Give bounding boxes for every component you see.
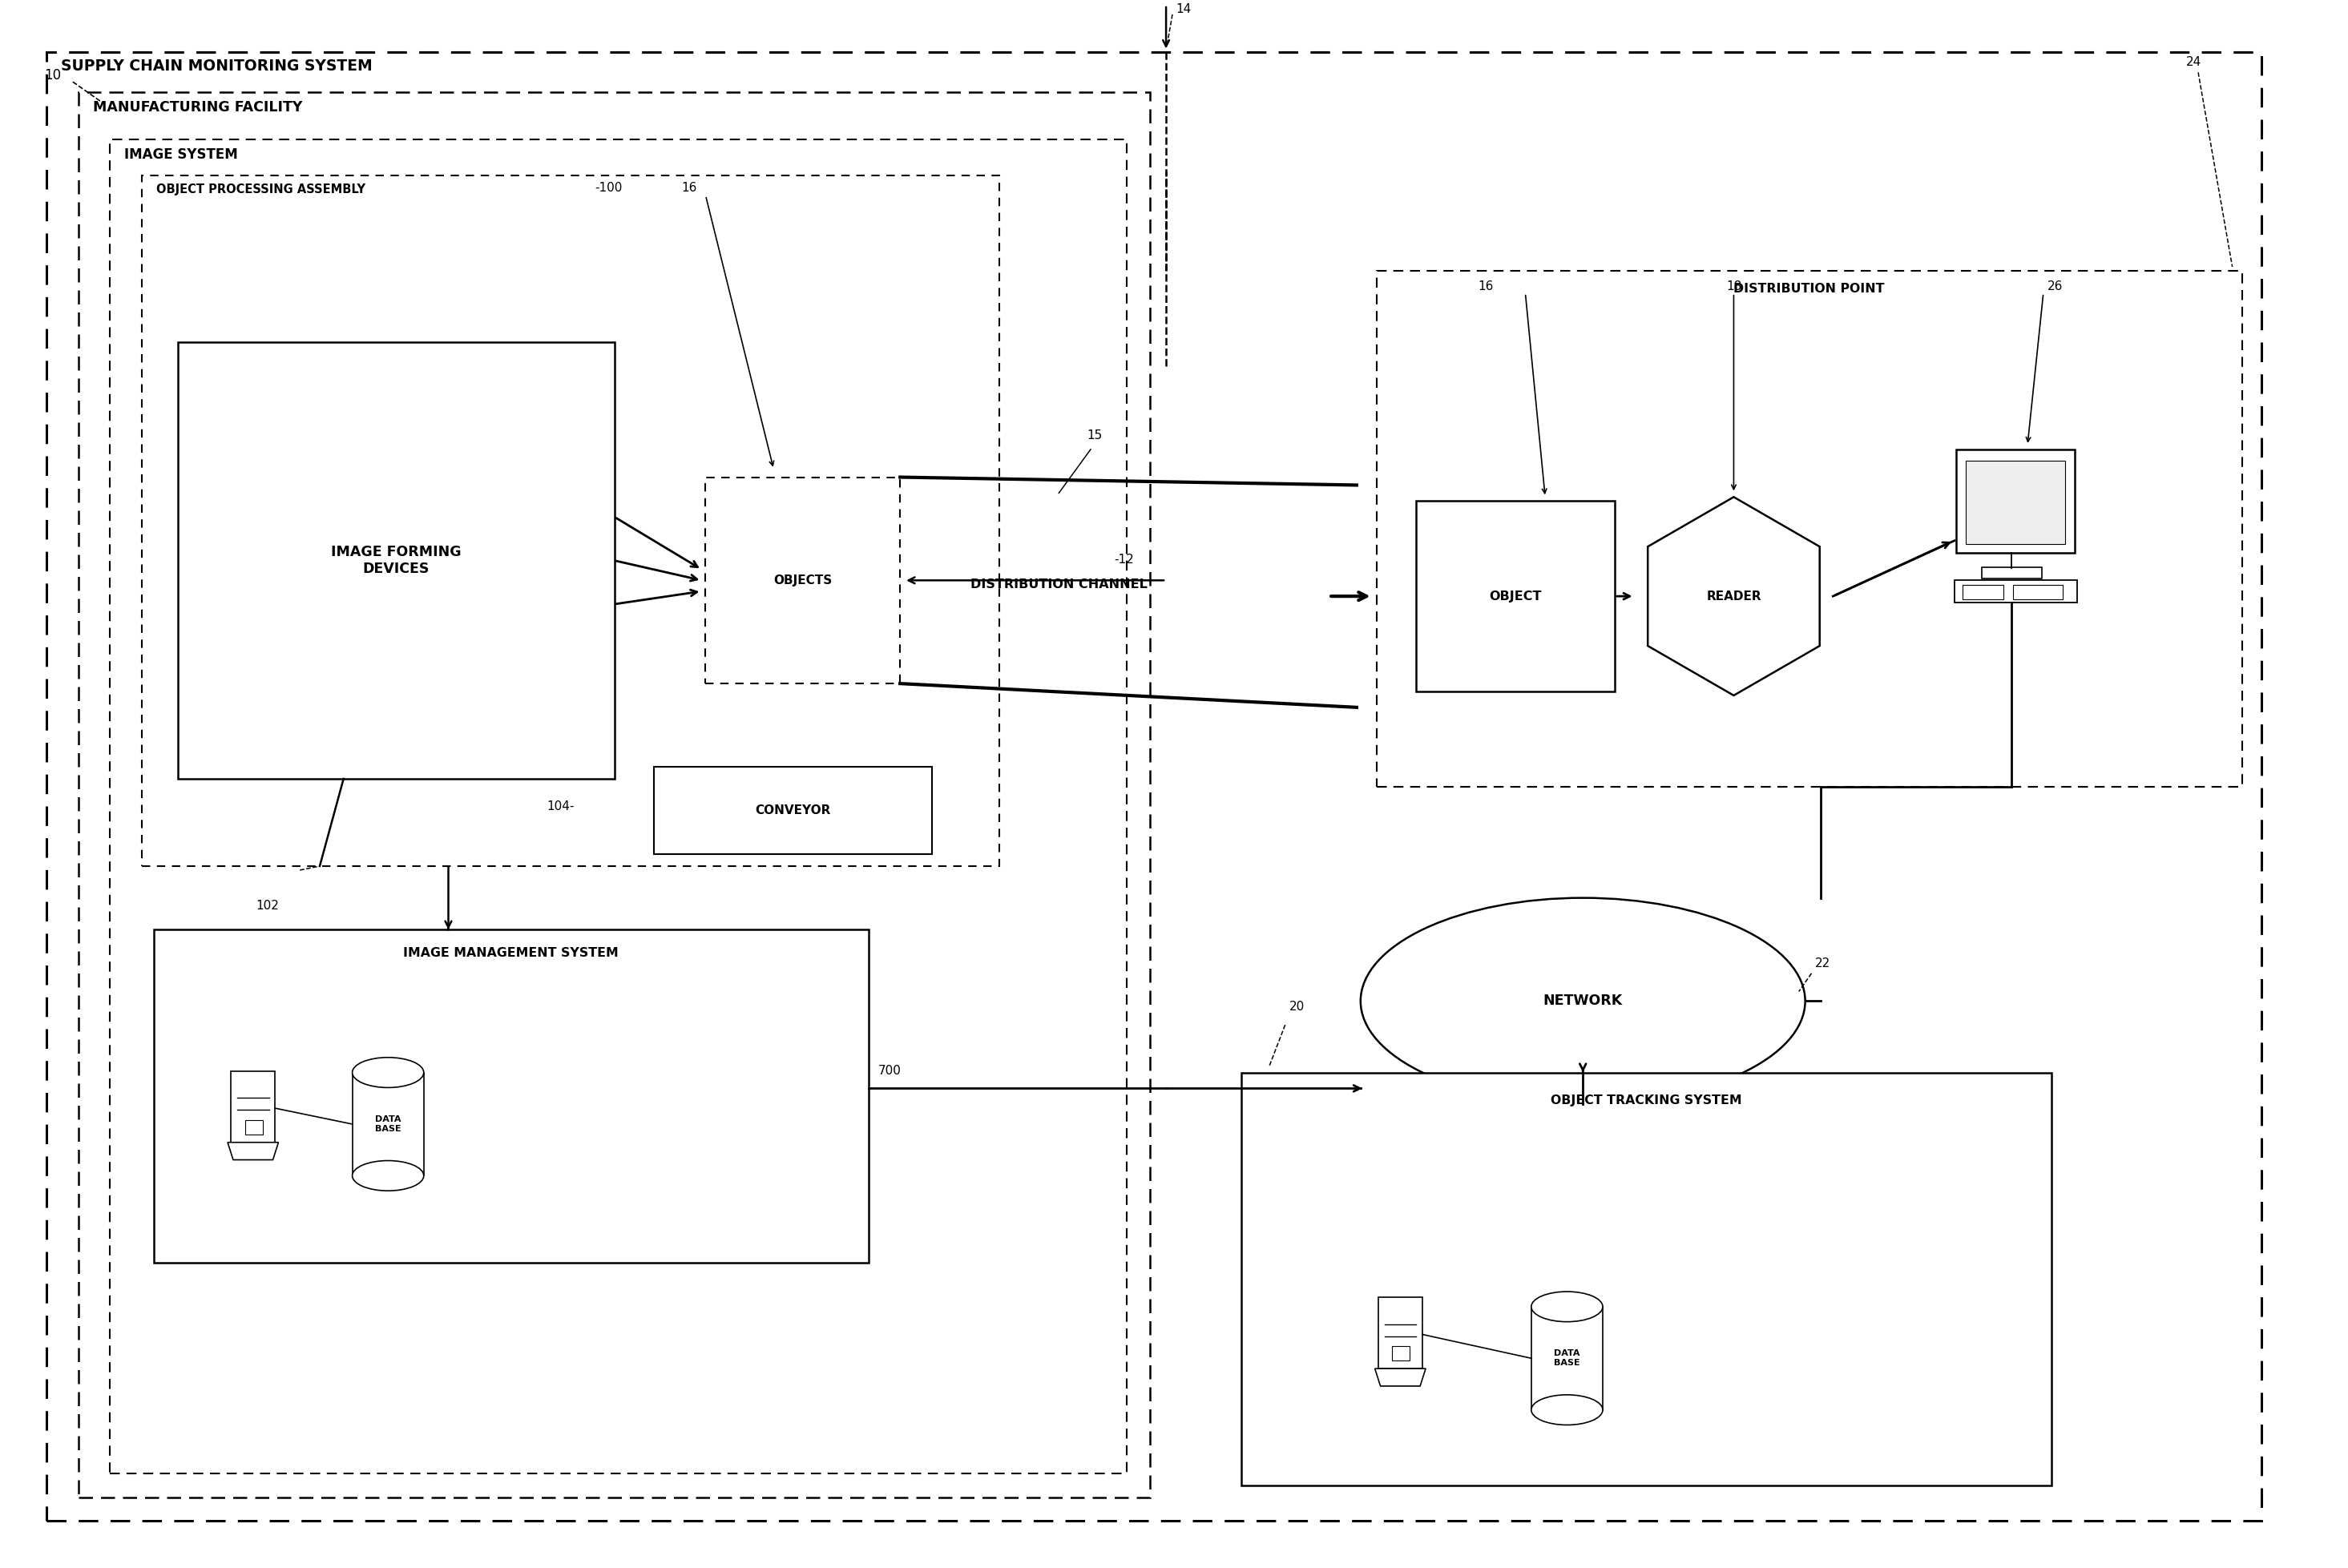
Text: MANUFACTURING FACILITY: MANUFACTURING FACILITY (92, 100, 303, 114)
Text: 102: 102 (256, 900, 279, 911)
Text: 15: 15 (1087, 430, 1101, 442)
Text: 26: 26 (2047, 281, 2064, 292)
Bar (1965, 461, 2064, 544)
Text: 104-: 104- (547, 801, 575, 812)
Bar (1416, 500, 1615, 691)
Bar (352, 1073, 423, 1176)
Bar (110, 140, 1127, 1474)
Polygon shape (1376, 1369, 1425, 1386)
Text: CONVEYOR: CONVEYOR (756, 804, 831, 817)
Polygon shape (228, 1143, 279, 1160)
Bar (1378, 1297, 1423, 1369)
Text: SUPPLY CHAIN MONITORING SYSTEM: SUPPLY CHAIN MONITORING SYSTEM (61, 60, 373, 74)
Bar (153, 930, 869, 1262)
Text: 700: 700 (878, 1065, 902, 1077)
Bar (141, 176, 1000, 866)
Text: DATA
BASE: DATA BASE (376, 1115, 402, 1132)
Text: 16: 16 (681, 182, 697, 194)
Bar (230, 1071, 275, 1143)
Bar (1956, 450, 2076, 552)
Text: 18: 18 (1726, 281, 1742, 292)
Bar (1242, 1073, 2052, 1485)
Bar (244, 1120, 263, 1134)
Text: 20: 20 (1289, 1000, 1305, 1013)
Bar (707, 477, 899, 684)
Text: DATA
BASE: DATA BASE (1554, 1350, 1580, 1367)
Text: 16: 16 (1477, 281, 1493, 292)
Bar (1376, 271, 2242, 787)
Bar (178, 342, 615, 779)
Bar (1531, 1306, 1604, 1410)
Text: -12: -12 (1115, 554, 1134, 566)
Text: DISTRIBUTION POINT: DISTRIBUTION POINT (1733, 282, 1885, 295)
Text: IMAGE SYSTEM: IMAGE SYSTEM (124, 147, 237, 162)
Bar (655, 767, 932, 855)
Text: OBJECT: OBJECT (1489, 590, 1543, 602)
Text: 10: 10 (45, 69, 61, 83)
Ellipse shape (352, 1160, 423, 1190)
Ellipse shape (1359, 898, 1806, 1104)
Bar (2012, 585, 2062, 599)
Bar (1954, 580, 2078, 602)
Ellipse shape (1531, 1396, 1604, 1425)
Text: 24: 24 (2186, 56, 2202, 69)
Text: OBJECT TRACKING SYSTEM: OBJECT TRACKING SYSTEM (1550, 1094, 1742, 1107)
Text: READER: READER (1707, 590, 1761, 602)
Bar (77, 93, 1151, 1497)
Text: NETWORK: NETWORK (1543, 994, 1622, 1008)
Text: DISTRIBUTION CHANNEL: DISTRIBUTION CHANNEL (970, 579, 1148, 590)
Bar (1963, 585, 2003, 599)
Polygon shape (1648, 497, 1820, 696)
Bar (1982, 568, 2043, 579)
Text: 14: 14 (1176, 3, 1190, 14)
Ellipse shape (1531, 1292, 1604, 1322)
Text: 22: 22 (1815, 958, 1829, 969)
Text: IMAGE MANAGEMENT SYSTEM: IMAGE MANAGEMENT SYSTEM (404, 947, 620, 960)
Text: OBJECTS: OBJECTS (772, 574, 831, 586)
Text: OBJECT PROCESSING ASSEMBLY: OBJECT PROCESSING ASSEMBLY (157, 183, 366, 196)
Ellipse shape (352, 1057, 423, 1088)
Text: -100: -100 (594, 182, 622, 194)
Text: IMAGE FORMING
DEVICES: IMAGE FORMING DEVICES (331, 546, 460, 575)
Bar (1392, 1347, 1409, 1361)
